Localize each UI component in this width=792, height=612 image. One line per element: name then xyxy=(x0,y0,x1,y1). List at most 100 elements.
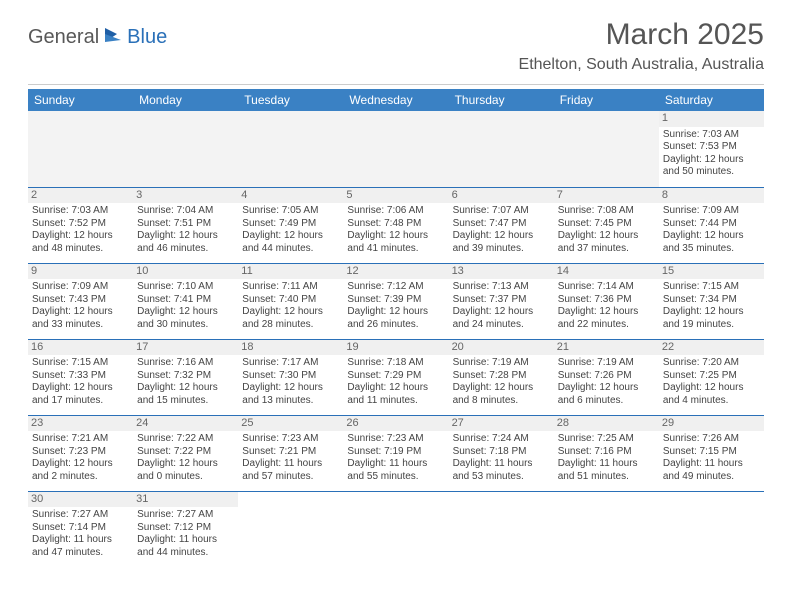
day-number: 5 xyxy=(343,188,448,204)
day-cell: 12Sunrise: 7:12 AMSunset: 7:39 PMDayligh… xyxy=(343,263,448,339)
day-cell: 20Sunrise: 7:19 AMSunset: 7:28 PMDayligh… xyxy=(449,339,554,415)
day-number: 11 xyxy=(238,264,343,280)
day-info: Sunrise: 7:10 AMSunset: 7:41 PMDaylight:… xyxy=(137,281,234,331)
day-info: Sunrise: 7:21 AMSunset: 7:23 PMDaylight:… xyxy=(32,433,129,483)
day-number: 10 xyxy=(133,264,238,280)
day-number: 30 xyxy=(28,492,133,508)
day-cell: 13Sunrise: 7:13 AMSunset: 7:37 PMDayligh… xyxy=(449,263,554,339)
day-number: 20 xyxy=(449,340,554,356)
day-cell: 14Sunrise: 7:14 AMSunset: 7:36 PMDayligh… xyxy=(554,263,659,339)
day-number: 3 xyxy=(133,188,238,204)
day-number: 12 xyxy=(343,264,448,280)
empty-cell xyxy=(133,111,238,187)
logo: General Blue xyxy=(28,26,167,49)
title-block: March 2025 Ethelton, South Australia, Au… xyxy=(519,18,764,74)
day-number: 27 xyxy=(449,416,554,432)
empty-cell xyxy=(238,111,343,187)
day-number: 25 xyxy=(238,416,343,432)
day-number: 29 xyxy=(659,416,764,432)
header: General Blue March 2025 Ethelton, South … xyxy=(28,18,764,74)
day-info: Sunrise: 7:03 AMSunset: 7:53 PMDaylight:… xyxy=(663,129,760,179)
day-cell: 15Sunrise: 7:15 AMSunset: 7:34 PMDayligh… xyxy=(659,263,764,339)
empty-cell xyxy=(28,111,133,187)
day-number: 28 xyxy=(554,416,659,432)
day-cell: 19Sunrise: 7:18 AMSunset: 7:29 PMDayligh… xyxy=(343,339,448,415)
day-info: Sunrise: 7:03 AMSunset: 7:52 PMDaylight:… xyxy=(32,205,129,255)
calendar-row: 30Sunrise: 7:27 AMSunset: 7:14 PMDayligh… xyxy=(28,491,764,567)
day-number: 19 xyxy=(343,340,448,356)
day-info: Sunrise: 7:14 AMSunset: 7:36 PMDaylight:… xyxy=(558,281,655,331)
day-header: Tuesday xyxy=(238,89,343,111)
day-cell: 8Sunrise: 7:09 AMSunset: 7:44 PMDaylight… xyxy=(659,187,764,263)
calendar-row: 23Sunrise: 7:21 AMSunset: 7:23 PMDayligh… xyxy=(28,415,764,491)
day-number: 26 xyxy=(343,416,448,432)
empty-cell xyxy=(238,491,343,567)
empty-cell xyxy=(554,491,659,567)
day-number: 14 xyxy=(554,264,659,280)
empty-cell xyxy=(554,111,659,187)
logo-text-blue: Blue xyxy=(127,26,167,49)
day-cell: 2Sunrise: 7:03 AMSunset: 7:52 PMDaylight… xyxy=(28,187,133,263)
day-info: Sunrise: 7:15 AMSunset: 7:34 PMDaylight:… xyxy=(663,281,760,331)
day-info: Sunrise: 7:22 AMSunset: 7:22 PMDaylight:… xyxy=(137,433,234,483)
day-cell: 17Sunrise: 7:16 AMSunset: 7:32 PMDayligh… xyxy=(133,339,238,415)
day-cell: 29Sunrise: 7:26 AMSunset: 7:15 PMDayligh… xyxy=(659,415,764,491)
day-cell: 25Sunrise: 7:23 AMSunset: 7:21 PMDayligh… xyxy=(238,415,343,491)
day-number: 15 xyxy=(659,264,764,280)
day-number: 24 xyxy=(133,416,238,432)
day-header: Wednesday xyxy=(343,89,448,111)
day-info: Sunrise: 7:09 AMSunset: 7:43 PMDaylight:… xyxy=(32,281,129,331)
day-header: Monday xyxy=(133,89,238,111)
day-cell: 11Sunrise: 7:11 AMSunset: 7:40 PMDayligh… xyxy=(238,263,343,339)
divider xyxy=(28,84,764,85)
day-info: Sunrise: 7:11 AMSunset: 7:40 PMDaylight:… xyxy=(242,281,339,331)
day-cell: 10Sunrise: 7:10 AMSunset: 7:41 PMDayligh… xyxy=(133,263,238,339)
day-cell: 28Sunrise: 7:25 AMSunset: 7:16 PMDayligh… xyxy=(554,415,659,491)
empty-cell xyxy=(343,491,448,567)
day-number: 13 xyxy=(449,264,554,280)
day-number: 9 xyxy=(28,264,133,280)
day-info: Sunrise: 7:24 AMSunset: 7:18 PMDaylight:… xyxy=(453,433,550,483)
day-number: 2 xyxy=(28,188,133,204)
day-number: 31 xyxy=(133,492,238,508)
day-number: 6 xyxy=(449,188,554,204)
day-info: Sunrise: 7:15 AMSunset: 7:33 PMDaylight:… xyxy=(32,357,129,407)
day-info: Sunrise: 7:25 AMSunset: 7:16 PMDaylight:… xyxy=(558,433,655,483)
day-number: 23 xyxy=(28,416,133,432)
day-number: 4 xyxy=(238,188,343,204)
day-header: Thursday xyxy=(449,89,554,111)
empty-cell xyxy=(659,491,764,567)
day-header: Saturday xyxy=(659,89,764,111)
empty-cell xyxy=(343,111,448,187)
day-cell: 24Sunrise: 7:22 AMSunset: 7:22 PMDayligh… xyxy=(133,415,238,491)
day-info: Sunrise: 7:19 AMSunset: 7:28 PMDaylight:… xyxy=(453,357,550,407)
location: Ethelton, South Australia, Australia xyxy=(519,56,764,74)
logo-flag-icon xyxy=(103,26,125,49)
calendar-row: 2Sunrise: 7:03 AMSunset: 7:52 PMDaylight… xyxy=(28,187,764,263)
day-header: Friday xyxy=(554,89,659,111)
day-number: 1 xyxy=(659,111,764,127)
day-cell: 9Sunrise: 7:09 AMSunset: 7:43 PMDaylight… xyxy=(28,263,133,339)
day-info: Sunrise: 7:20 AMSunset: 7:25 PMDaylight:… xyxy=(663,357,760,407)
day-cell: 4Sunrise: 7:05 AMSunset: 7:49 PMDaylight… xyxy=(238,187,343,263)
day-info: Sunrise: 7:27 AMSunset: 7:12 PMDaylight:… xyxy=(137,509,234,559)
day-cell: 30Sunrise: 7:27 AMSunset: 7:14 PMDayligh… xyxy=(28,491,133,567)
day-info: Sunrise: 7:04 AMSunset: 7:51 PMDaylight:… xyxy=(137,205,234,255)
day-info: Sunrise: 7:16 AMSunset: 7:32 PMDaylight:… xyxy=(137,357,234,407)
logo-text-general: General xyxy=(28,26,99,49)
day-cell: 5Sunrise: 7:06 AMSunset: 7:48 PMDaylight… xyxy=(343,187,448,263)
day-info: Sunrise: 7:17 AMSunset: 7:30 PMDaylight:… xyxy=(242,357,339,407)
day-cell: 26Sunrise: 7:23 AMSunset: 7:19 PMDayligh… xyxy=(343,415,448,491)
day-info: Sunrise: 7:18 AMSunset: 7:29 PMDaylight:… xyxy=(347,357,444,407)
day-info: Sunrise: 7:05 AMSunset: 7:49 PMDaylight:… xyxy=(242,205,339,255)
day-number: 7 xyxy=(554,188,659,204)
empty-cell xyxy=(449,111,554,187)
day-cell: 16Sunrise: 7:15 AMSunset: 7:33 PMDayligh… xyxy=(28,339,133,415)
day-number: 17 xyxy=(133,340,238,356)
day-info: Sunrise: 7:12 AMSunset: 7:39 PMDaylight:… xyxy=(347,281,444,331)
calendar-row: 9Sunrise: 7:09 AMSunset: 7:43 PMDaylight… xyxy=(28,263,764,339)
day-cell: 3Sunrise: 7:04 AMSunset: 7:51 PMDaylight… xyxy=(133,187,238,263)
day-cell: 7Sunrise: 7:08 AMSunset: 7:45 PMDaylight… xyxy=(554,187,659,263)
day-number: 8 xyxy=(659,188,764,204)
day-info: Sunrise: 7:19 AMSunset: 7:26 PMDaylight:… xyxy=(558,357,655,407)
